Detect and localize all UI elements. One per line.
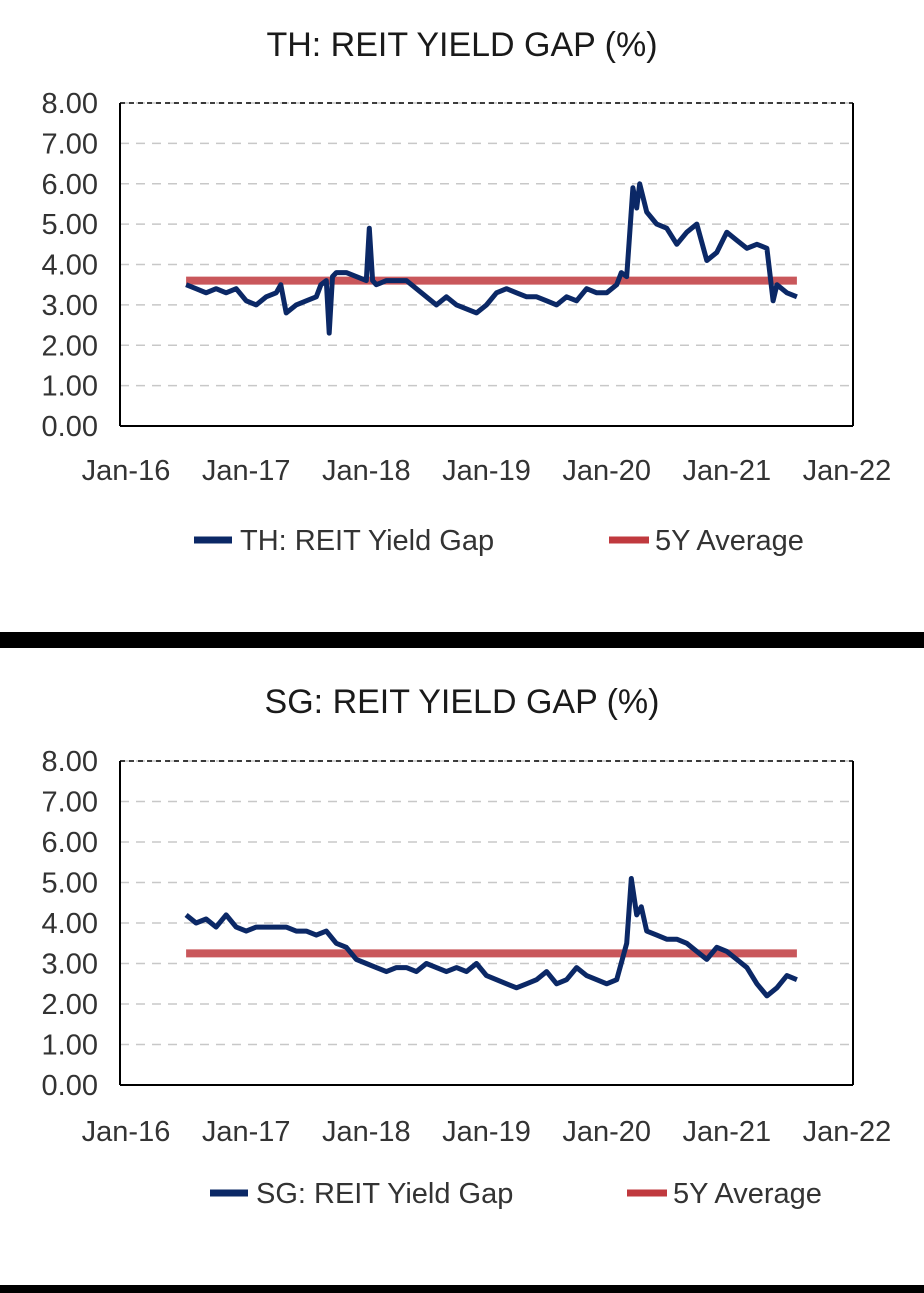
th-x-tick-label: Jan-17 [202,455,291,487]
sg-y-tick-label: 6.00 [42,827,98,859]
bottom-border [0,1285,924,1293]
sg-x-tick-label: Jan-21 [682,1116,771,1148]
sg-y-tick-label: 3.00 [42,949,98,981]
th-x-tick-label: Jan-16 [82,455,171,487]
sg-y-tick-label: 0.00 [42,1070,98,1102]
sg-y-tick-label: 8.00 [42,746,98,778]
th-x-tick-label: Jan-19 [442,455,531,487]
th-chart-panel: TH: REIT YIELD GAP (%) 0.00 1.00 2.00 3.00 4.… [0,0,924,632]
sg-x-tick-label: Jan-16 [82,1116,171,1148]
sg-x-tick-label: Jan-20 [562,1116,651,1148]
sg-y-tick-label: 1.00 [42,1030,98,1062]
th-x-tick-label: Jan-22 [803,455,892,487]
sg-y-tick-label: 4.00 [42,908,98,940]
th-legend-label-yield-gap: TH: REIT Yield Gap [240,525,494,557]
sg-y-tick-label: 2.00 [42,989,98,1021]
th-y-tick-label: 6.00 [42,169,98,201]
sg-x-tick-label: Jan-19 [442,1116,531,1148]
th-y-tick-label: 5.00 [42,209,98,241]
th-y-tick-label: 0.00 [42,411,98,443]
sg-legend-label-yield-gap: SG: REIT Yield Gap [256,1178,513,1210]
sg-x-tick-label: Jan-18 [322,1116,411,1148]
th-y-tick-label: 1.00 [42,371,98,403]
sg-yield-gap-line [184,876,798,999]
th-x-tick-label: Jan-21 [682,455,771,487]
sg-chart: SG: REIT YIELD GAP (%) 0.00 1.00 2.00 3.00 4.… [42,683,892,1210]
sg-y-tick-label: 5.00 [42,868,98,900]
th-legend-label-average: 5Y Average [655,525,804,557]
sg-x-tick-label: Jan-17 [202,1116,291,1148]
th-y-tick-label: 2.00 [42,330,98,362]
sg-x-tick-label: Jan-22 [803,1116,892,1148]
panel-divider [0,632,924,648]
th-chart-title: TH: REIT YIELD GAP (%) [266,26,657,64]
th-y-tick-label: 3.00 [42,290,98,322]
th-x-tick-label: Jan-20 [562,455,651,487]
th-yield-gap-line [185,181,798,336]
th-y-tick-label: 4.00 [42,250,98,282]
sg-chart-title: SG: REIT YIELD GAP (%) [265,683,660,721]
th-x-tick-label: Jan-18 [322,455,411,487]
sg-chart-panel: SG: REIT YIELD GAP (%) 0.00 1.00 2.00 3.00 4.… [0,650,924,1275]
th-y-tick-label: 7.00 [42,128,98,160]
th-y-tick-label: 8.00 [42,88,98,120]
sg-y-tick-label: 7.00 [42,787,98,819]
th-chart: TH: REIT YIELD GAP (%) 0.00 1.00 2.00 3.00 4.… [42,26,892,557]
sg-legend-label-average: 5Y Average [673,1178,822,1210]
